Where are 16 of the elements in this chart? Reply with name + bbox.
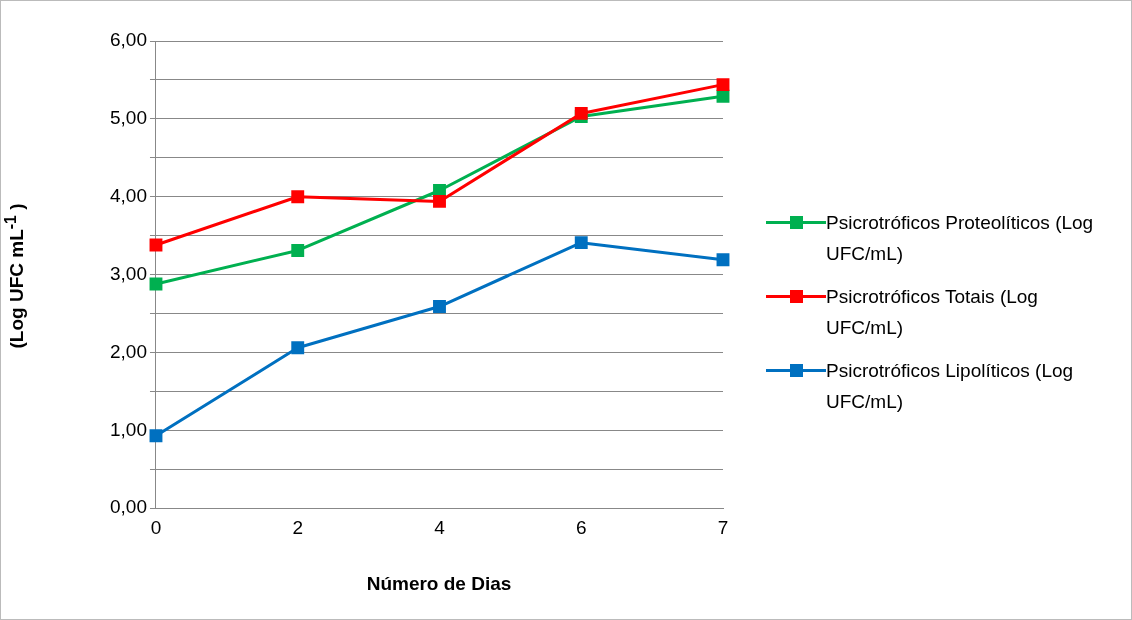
y-tick-label: 4,00: [110, 184, 147, 206]
legend-label: Psicrotróficos Proteolíticos (Log UFC/mL): [826, 211, 1095, 266]
y-tick-label: 6,00: [110, 29, 147, 51]
y-tick-label: 1,00: [110, 418, 147, 440]
x-tick-label: 7: [717, 516, 729, 538]
x-tick-label: 6: [575, 516, 587, 538]
legend-label: Psicrotróficos Lipolíticos (Log UFC/mL): [826, 359, 1075, 414]
x-tick-label: 4: [434, 516, 446, 538]
y-tick-label: 0,00: [110, 496, 147, 518]
legend-label: Psicrotróficos Totais (Log UFC/mL): [826, 285, 1039, 340]
x-axis-title: Número de Dias: [365, 573, 513, 595]
x-tick-label: 2: [292, 516, 304, 538]
y-tick-label: 2,00: [110, 340, 147, 362]
y-tick-label: 3,00: [110, 262, 147, 284]
y-tick-label: 5,00: [110, 107, 147, 129]
x-tick-label: 0: [150, 516, 162, 538]
